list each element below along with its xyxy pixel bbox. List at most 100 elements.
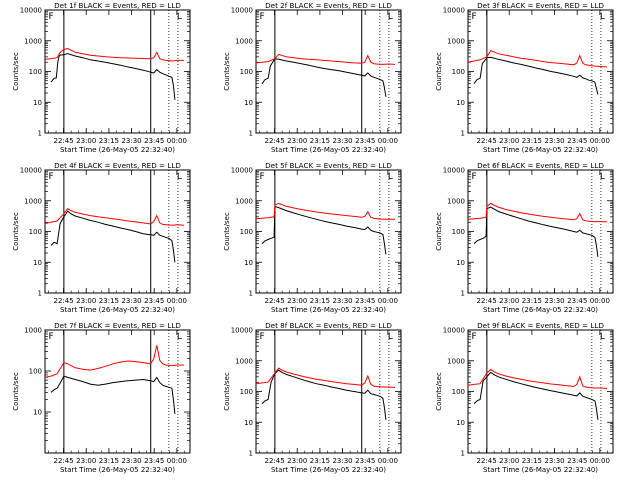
x-tick-label: 23:15 (310, 457, 330, 465)
x-tick-label: 23:30 (121, 457, 141, 465)
plot-frame (44, 9, 191, 134)
x-tick-label: 23:45 (355, 137, 375, 145)
series-line-events (261, 58, 387, 97)
x-tick-label: 22:45 (264, 297, 284, 305)
y-tick-label: 1000 (447, 197, 465, 205)
x-tick-label: 23:45 (567, 297, 587, 305)
x-tick-label: 00:00 (167, 297, 187, 305)
y-tick-label: 100 (240, 228, 253, 236)
series-line-lld (467, 202, 608, 223)
plot-frame (467, 9, 614, 134)
y-tick-label: 1000 (235, 197, 253, 205)
y-axis-label: Counts/sec (223, 52, 231, 91)
x-tick-label: 23:30 (332, 137, 352, 145)
x-tick-label: 22:45 (476, 297, 496, 305)
chart-panel-3: Det 3f BLACK = Events, RED = LLD Counts/s… (435, 1, 614, 154)
y-axis-label: Counts/sec (12, 372, 20, 411)
x-axis-label: Start Time (26-May-05 22:32:40) (60, 306, 175, 314)
y-tick-label: 1 (38, 130, 42, 138)
plot-frame (255, 9, 402, 134)
chart-panel-6: Det 6f BLACK = Events, RED = LLD Counts/s… (435, 161, 614, 314)
y-tick-label: 1 (38, 290, 42, 298)
chart-title: Det 1f BLACK = Events, RED = LLD (54, 1, 181, 10)
plot-frame (255, 169, 402, 294)
x-axis-label: Start Time (26-May-05 22:32:40) (60, 146, 175, 154)
chart-panel-9: Det 9f BLACK = Events, RED = LLD Counts/s… (435, 321, 614, 474)
plot-frame (467, 169, 614, 294)
series-line-lld (467, 368, 608, 389)
series-line-events (473, 371, 599, 420)
bracket-marker: F (259, 332, 264, 342)
x-tick-label: 23:45 (144, 457, 164, 465)
chart-title: Det 3f BLACK = Events, RED = LLD (477, 1, 604, 10)
x-tick-label: 23:15 (522, 137, 542, 145)
x-tick-label: 23:30 (332, 457, 352, 465)
plot-frame (44, 329, 191, 454)
series-line-lld (255, 53, 396, 65)
x-tick-label: 00:00 (378, 137, 398, 145)
series-line-events (261, 369, 387, 420)
y-tick-label: 1 (461, 290, 465, 298)
x-tick-label: 23:30 (121, 297, 141, 305)
series-line-events (473, 206, 599, 257)
x-axis-label: Start Time (26-May-05 22:32:40) (483, 466, 598, 474)
x-tick-label: 23:00 (499, 137, 519, 145)
x-tick-label: 00:00 (378, 457, 398, 465)
y-tick-label: 10000 (20, 7, 42, 15)
x-tick-label: 00:00 (590, 137, 610, 145)
y-tick-label: 1000 (235, 37, 253, 45)
y-tick-label: 1 (249, 450, 253, 458)
bracket-marker: F (48, 172, 53, 182)
x-tick-label: 00:00 (590, 457, 610, 465)
y-axis-label: Counts/sec (223, 372, 231, 411)
chart-panel-4: Det 4f BLACK = Events, RED = LLD Counts/s… (12, 161, 191, 314)
y-tick-label: 10000 (231, 7, 253, 15)
y-tick-label: 10 (33, 259, 42, 267)
y-tick-label: 1000 (24, 327, 42, 335)
bracket-marker: L (177, 172, 182, 182)
chart-title: Det 4f BLACK = Events, RED = LLD (54, 161, 181, 170)
series-line-events (50, 375, 176, 414)
x-tick-label: 23:45 (355, 297, 375, 305)
series-line-events (261, 205, 387, 255)
y-tick-label: 10 (244, 99, 253, 107)
bracket-marker: L (600, 332, 605, 342)
y-tick-label: 1 (461, 450, 465, 458)
x-axis-label: Start Time (26-May-05 22:32:40) (271, 466, 386, 474)
x-tick-label: 00:00 (167, 457, 187, 465)
x-tick-label: 23:00 (76, 457, 96, 465)
y-axis-label: Counts/sec (435, 52, 443, 91)
series-line-lld (44, 47, 184, 62)
x-tick-label: 23:00 (287, 457, 307, 465)
x-tick-label: 23:00 (76, 137, 96, 145)
chart-title: Det 7f BLACK = Events, RED = LLD (54, 321, 181, 330)
x-tick-label: 00:00 (167, 137, 187, 145)
x-tick-label: 23:15 (99, 137, 119, 145)
chart-panel-8: Det 8f BLACK = Events, RED = LLD Counts/s… (223, 321, 402, 474)
y-tick-label: 10 (244, 259, 253, 267)
x-tick-label: 23:30 (544, 297, 564, 305)
plot-frame (467, 329, 614, 454)
y-tick-label: 10 (456, 99, 465, 107)
y-tick-label: 1000 (447, 37, 465, 45)
y-tick-label: 100 (29, 68, 42, 76)
x-tick-label: 23:45 (144, 297, 164, 305)
bracket-marker: F (48, 12, 53, 22)
y-tick-label: 1000 (24, 37, 42, 45)
x-tick-label: 23:15 (310, 297, 330, 305)
plot-frame (255, 329, 402, 454)
x-tick-label: 23:00 (499, 297, 519, 305)
y-tick-label: 10 (33, 409, 42, 417)
series-line-lld (44, 208, 185, 226)
series-line-lld (255, 202, 395, 220)
y-tick-label: 100 (29, 228, 42, 236)
y-tick-label: 10 (244, 419, 253, 427)
chart-panel-7: Det 7f BLACK = Events, RED = LLD Counts/s… (12, 321, 191, 474)
x-tick-label: 23:30 (544, 137, 564, 145)
y-axis-label: Counts/sec (435, 212, 443, 251)
bracket-marker: L (600, 172, 605, 182)
x-tick-label: 23:15 (522, 297, 542, 305)
x-tick-label: 23:15 (310, 137, 330, 145)
x-tick-label: 23:45 (144, 137, 164, 145)
